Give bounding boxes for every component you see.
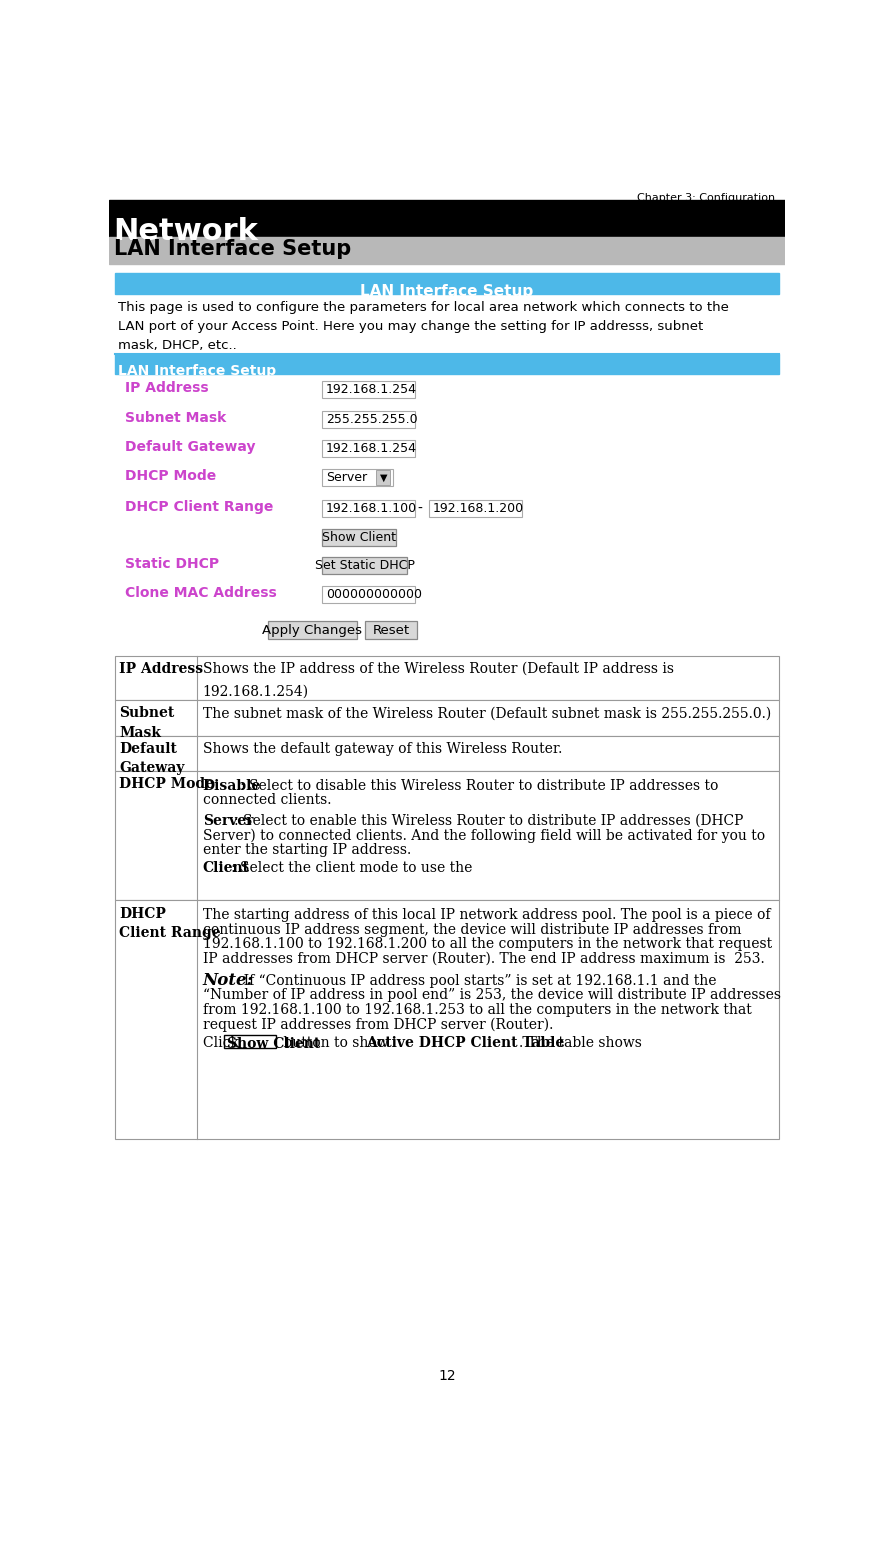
Text: -: - [418, 501, 422, 515]
Bar [109, 236, 785, 264]
Text: The subnet mask of the Wireless Router (Default subnet mask is 255.255.255.0.): The subnet mask of the Wireless Router (… [203, 706, 771, 720]
Text: ▼: ▼ [379, 473, 387, 482]
Text: Default
Gateway: Default Gateway [119, 742, 185, 776]
Text: “Number of IP address in pool end” is 253, the device will distribute IP address: “Number of IP address in pool end” is 25… [203, 987, 780, 1001]
Text: IP Address: IP Address [119, 662, 203, 676]
Text: : Select the client mode to use the: : Select the client mode to use the [231, 861, 472, 875]
Text: Server) to connected clients. And the following field will be activated for you : Server) to connected clients. And the fo… [203, 829, 765, 843]
Text: Show Client: Show Client [322, 532, 396, 544]
Text: Shows the default gateway of this Wireless Router.: Shows the default gateway of this Wirele… [203, 742, 562, 756]
Bar [115, 900, 779, 1140]
Text: 192.168.1.254: 192.168.1.254 [326, 384, 417, 397]
Text: Server: Server [326, 471, 367, 484]
Bar [322, 529, 396, 546]
Bar [322, 381, 415, 398]
Text: Reset: Reset [372, 624, 410, 636]
Text: Note:: Note: [203, 972, 254, 989]
Bar [322, 411, 415, 428]
Text: Client: Client [203, 861, 249, 875]
Text: enter the starting IP address.: enter the starting IP address. [203, 843, 411, 857]
Text: Subnet
Mask: Subnet Mask [119, 706, 174, 740]
Text: Subnet Mask: Subnet Mask [125, 411, 226, 425]
Text: DHCP Mode: DHCP Mode [125, 470, 215, 484]
Bar [115, 700, 779, 736]
Text: LAN Interface Setup: LAN Interface Setup [360, 283, 534, 299]
Bar [322, 470, 393, 487]
Text: This page is used to configure the parameters for local area network which conne: This page is used to configure the param… [119, 300, 729, 351]
Text: 192.168.1.100 to 192.168.1.200 to all the computers in the network that request: 192.168.1.100 to 192.168.1.200 to all th… [203, 938, 772, 952]
Bar [115, 771, 779, 900]
Bar [322, 557, 407, 574]
Bar [115, 736, 779, 771]
Text: DHCP Mode: DHCP Mode [119, 778, 214, 791]
Text: Default Gateway: Default Gateway [125, 440, 255, 454]
Bar [268, 620, 357, 639]
Text: DHCP
Client Range: DHCP Client Range [119, 907, 221, 941]
Text: from 192.168.1.100 to 192.168.1.253 to all the computers in the network that: from 192.168.1.100 to 192.168.1.253 to a… [203, 1003, 752, 1017]
Text: Apply Changes: Apply Changes [262, 624, 363, 636]
Text: 192.168.1.200: 192.168.1.200 [433, 502, 524, 515]
Bar [364, 620, 418, 639]
Text: Shows the IP address of the Wireless Router (Default IP address is
192.168.1.254: Shows the IP address of the Wireless Rou… [203, 662, 674, 698]
Bar [429, 501, 522, 516]
Text: IP addresses from DHCP server (Router). The end IP address maximum is  253.: IP addresses from DHCP server (Router). … [203, 952, 765, 966]
Text: . The table shows: . The table shows [519, 1036, 642, 1050]
Bar [115, 656, 779, 700]
Bar [322, 501, 415, 516]
Text: Server: Server [203, 815, 253, 829]
Text: continuous IP address segment, the device will distribute IP addresses from: continuous IP address segment, the devic… [203, 922, 741, 936]
Text: 12: 12 [438, 1370, 456, 1384]
Text: Disable: Disable [203, 779, 261, 793]
Bar [115, 272, 779, 294]
Text: Active DHCP Client Table: Active DHCP Client Table [366, 1036, 564, 1050]
Text: request IP addresses from DHCP server (Router).: request IP addresses from DHCP server (R… [203, 1017, 553, 1033]
Bar [322, 586, 415, 603]
Text: Show Client: Show Client [227, 1037, 320, 1051]
Bar [109, 201, 785, 236]
Text: 255.255.255.0: 255.255.255.0 [326, 412, 418, 426]
Text: 192.168.1.254: 192.168.1.254 [326, 442, 417, 456]
Bar [224, 1036, 276, 1048]
Text: button to show: button to show [279, 1036, 392, 1050]
Text: Set Static DHCP: Set Static DHCP [315, 558, 415, 572]
Bar [322, 440, 415, 457]
Bar [115, 355, 779, 375]
Text: DHCP Client Range: DHCP Client Range [125, 501, 273, 515]
Bar [377, 470, 391, 485]
Text: LAN Interface Setup: LAN Interface Setup [119, 364, 276, 378]
Text: 192.168.1.100: 192.168.1.100 [326, 502, 417, 515]
Text: connected clients.: connected clients. [203, 793, 331, 807]
Text: The starting address of this local IP network address pool. The pool is a piece : The starting address of this local IP ne… [203, 908, 770, 922]
Text: LAN Interface Setup: LAN Interface Setup [113, 239, 351, 260]
Text: IP Address: IP Address [125, 381, 208, 395]
Text: If “Continuous IP address pool starts” is set at 192.168.1.1 and the: If “Continuous IP address pool starts” i… [235, 973, 717, 987]
Text: Click: Click [203, 1036, 243, 1050]
Text: : Select to disable this Wireless Router to distribute IP addresses to: : Select to disable this Wireless Router… [240, 779, 719, 793]
Text: : Select to enable this Wireless Router to distribute IP addresses (DHCP: : Select to enable this Wireless Router … [234, 815, 743, 829]
Text: Clone MAC Address: Clone MAC Address [125, 586, 276, 600]
Text: 000000000000: 000000000000 [326, 588, 422, 602]
Text: Chapter 3: Configuration: Chapter 3: Configuration [637, 193, 775, 202]
Text: Static DHCP: Static DHCP [125, 557, 219, 571]
Text: Network: Network [113, 218, 258, 246]
